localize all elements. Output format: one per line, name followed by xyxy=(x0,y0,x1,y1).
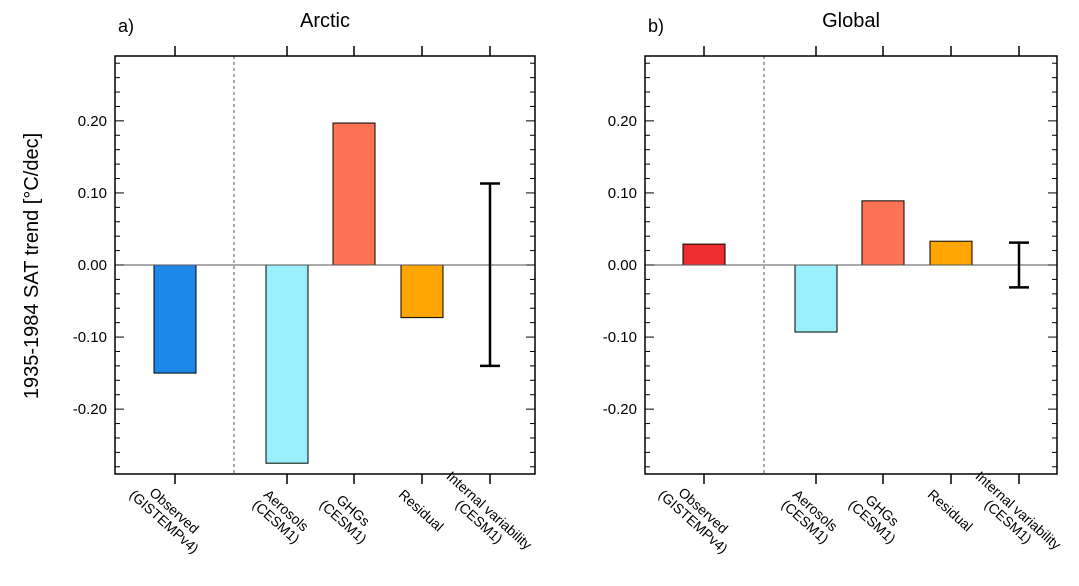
bar-2 xyxy=(332,122,376,266)
category-label: GHGs(CESM1) xyxy=(846,485,910,547)
category-label: GHGs(CESM1) xyxy=(317,485,381,547)
y-axis-label: 1935-1984 SAT trend [°C/dec] xyxy=(21,133,43,399)
panel-global: -0.20 -0.10 0.00 0.10 0.20 Observed(GISTEMPv4… xyxy=(603,10,1064,564)
y-tick-label: 0.00 xyxy=(78,257,107,274)
category-label: Aerosols(CESM1) xyxy=(779,485,843,547)
category-label: Internal variability(CESM1) xyxy=(433,468,535,564)
category-label: Observed(GISTEMPv4) xyxy=(127,475,212,556)
category-label: Aerosols(CESM1) xyxy=(250,485,314,547)
category-label: Observed(GISTEMPv4) xyxy=(656,475,741,556)
y-tick-label: 0.00 xyxy=(608,257,637,274)
category-label-line: Residual xyxy=(396,486,447,534)
panel-letter: a) xyxy=(118,16,134,36)
bar-1 xyxy=(794,264,838,333)
y-tick-label: -0.20 xyxy=(603,401,637,418)
y-tick-label: 0.20 xyxy=(78,113,107,130)
y-tick-label: 0.20 xyxy=(608,113,637,130)
bar-3 xyxy=(400,264,444,319)
bar-0 xyxy=(153,264,197,374)
panel-title: Global xyxy=(822,10,880,32)
category-label: Internal variability(CESM1) xyxy=(962,468,1064,564)
category-label-line: Residual xyxy=(925,486,976,534)
y-tick-label: 0.10 xyxy=(608,185,637,202)
category-label: Residual xyxy=(925,486,976,534)
y-tick-label: -0.10 xyxy=(73,329,107,346)
bar-2 xyxy=(861,200,905,266)
category-label: Residual xyxy=(396,486,447,534)
panel-arctic: -0.20 -0.10 0.00 0.10 0.20 Observed(GISTEMPv4… xyxy=(73,10,536,564)
bar-1 xyxy=(265,264,309,464)
panel-title: Arctic xyxy=(300,10,350,32)
y-tick-label: 0.10 xyxy=(78,185,107,202)
bar-0 xyxy=(682,243,726,266)
panel-letter: b) xyxy=(648,16,664,36)
y-tick-label: -0.20 xyxy=(73,401,107,418)
bar-3 xyxy=(929,240,973,266)
y-tick-label: -0.10 xyxy=(603,329,637,346)
